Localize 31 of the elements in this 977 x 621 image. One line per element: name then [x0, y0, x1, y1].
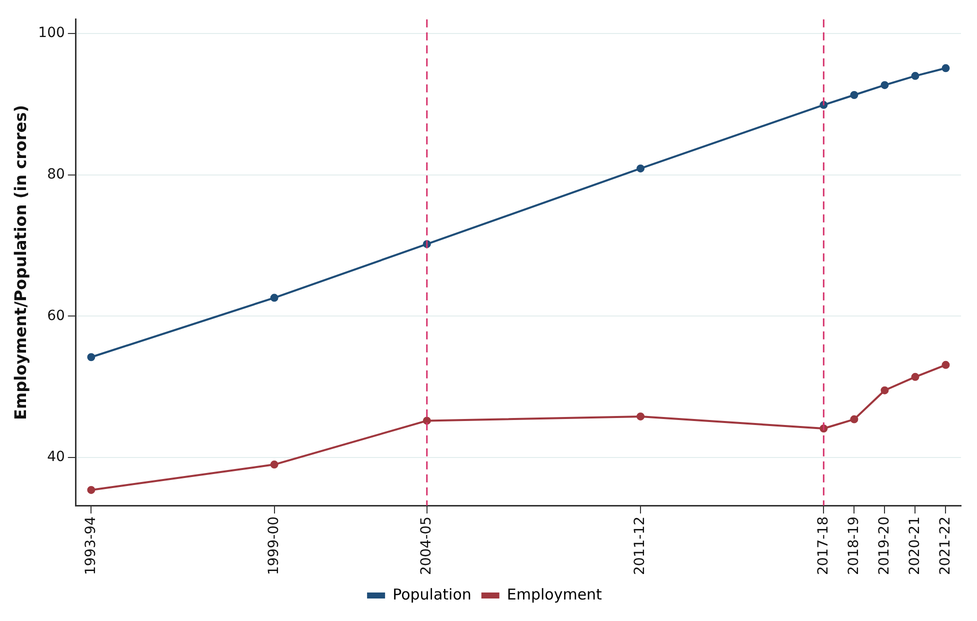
point	[880, 81, 889, 90]
point	[422, 416, 431, 425]
y-tick-label: 80	[47, 166, 65, 182]
x-tick-label: 2004-05	[418, 516, 435, 576]
point	[911, 72, 920, 80]
point	[87, 353, 96, 362]
point	[636, 164, 645, 172]
y-tick-label: 40	[47, 449, 65, 466]
x-tick-label: 2017-18	[815, 516, 832, 576]
y-axis-title: Employment/Population (in crores)	[10, 104, 30, 420]
point	[270, 294, 278, 302]
x-tick-label: 1993-94	[82, 516, 99, 576]
point	[850, 91, 858, 99]
y-tick-label: 100	[38, 25, 65, 42]
x-tick-label: 2018-19	[846, 516, 862, 576]
x-tick-label: 2011-12	[632, 516, 648, 576]
legend-label: Population	[392, 585, 472, 604]
legend-label: Employment	[506, 585, 602, 604]
point	[911, 372, 920, 381]
point	[942, 64, 950, 72]
x-tick-label: 2019-20	[876, 516, 892, 576]
x-tick-label: 2021-22	[937, 516, 954, 576]
x-tick-label: 2020-21	[906, 516, 923, 576]
point	[942, 360, 950, 369]
point	[636, 412, 645, 420]
point	[87, 486, 96, 494]
point	[880, 386, 889, 394]
point	[850, 415, 858, 424]
x-tick-label: 1999-00	[266, 516, 282, 576]
point	[270, 460, 278, 469]
y-tick-label: 60	[47, 308, 65, 324]
